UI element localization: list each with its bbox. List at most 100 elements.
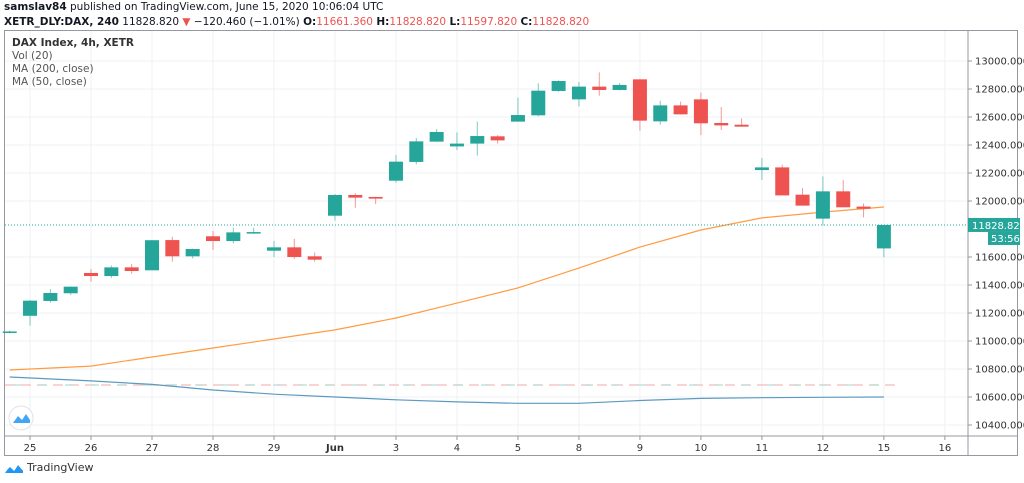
price-tick-label: 11200.000 (975, 309, 1024, 320)
candle-body (592, 86, 607, 90)
candle (531, 83, 546, 117)
author-name[interactable]: samslav84 (4, 1, 67, 13)
candle-body (876, 224, 891, 249)
open-label: O: (303, 16, 317, 28)
candle (795, 187, 810, 206)
candle-body (84, 272, 99, 277)
candle-body (246, 232, 261, 234)
publish-text: published on TradingView.com, June 15, 2… (70, 1, 384, 13)
candle-body (693, 99, 708, 124)
close-value: 11828.820 (532, 16, 590, 28)
price-tick-label: 10800.000 (975, 365, 1024, 376)
tradingview-brand[interactable]: TradingView (4, 461, 93, 474)
legend-volume[interactable]: Vol (20) (12, 50, 53, 62)
time-tick-label: 25 (24, 443, 37, 454)
candle-body (815, 191, 830, 219)
time-tick-label: 4 (454, 443, 460, 454)
candle-body (2, 331, 17, 333)
watermark-logo (13, 414, 30, 423)
time-tick-label: 12 (817, 443, 830, 454)
price-change: −120.460 (−1.01%) (193, 16, 300, 28)
candle-body (612, 84, 627, 90)
price-tick-label: 12000.000 (975, 197, 1024, 208)
candle (653, 100, 668, 125)
tradingview-watermark-icon (8, 405, 34, 431)
ma50-line (9, 206, 884, 371)
candle (876, 224, 891, 258)
price-tick-label: 13000.000 (975, 57, 1024, 68)
time-tick-label: 5 (515, 443, 521, 454)
candle-body (429, 131, 444, 142)
candle-body (409, 141, 424, 162)
last-price: 11828.820 (122, 16, 180, 28)
candle-body (795, 194, 810, 206)
candle (165, 236, 180, 262)
countdown-text: 53:56 (991, 234, 1020, 245)
price-tick-label: 12600.000 (975, 113, 1024, 124)
candle (348, 193, 363, 208)
legend-ma200[interactable]: MA (200, close) (12, 63, 94, 75)
candle (368, 196, 383, 205)
candle-body (266, 247, 281, 251)
axes: 13000.000 12800.000 12600.000 12400.000 1220… (5, 31, 1024, 456)
time-tick-label: Jun (325, 443, 344, 454)
candle (673, 101, 688, 115)
legend-ma50[interactable]: MA (50, close) (12, 76, 87, 88)
candle-body (388, 161, 403, 181)
candle (693, 92, 708, 136)
candle (246, 227, 261, 234)
candle (226, 227, 241, 244)
candle (145, 240, 160, 271)
candle (470, 121, 485, 156)
time-tick-label: 16 (939, 443, 952, 454)
candle (206, 230, 220, 250)
candle-body (63, 286, 78, 294)
candle-body (836, 191, 851, 208)
moving-averages (5, 206, 968, 404)
time-tick-label: 11 (756, 443, 769, 454)
candle (632, 79, 647, 131)
candle (612, 82, 627, 91)
candle-body (734, 124, 749, 127)
candle (185, 248, 200, 259)
candle (287, 238, 302, 259)
legend-title: DAX Index, 4h, XETR (12, 37, 134, 49)
ma200-line (9, 376, 884, 404)
candle (84, 269, 99, 282)
price-tick-label: 11400.000 (975, 281, 1024, 292)
time-tick-label: 29 (268, 443, 281, 454)
candle (429, 129, 444, 142)
price-tick-label: 12400.000 (975, 141, 1024, 152)
watermark-circle (8, 405, 34, 431)
time-tick-label: 26 (85, 443, 98, 454)
candle-body (856, 206, 871, 209)
candle-body (714, 123, 729, 126)
candle (815, 176, 830, 226)
candle (266, 240, 281, 257)
candle-body (287, 247, 302, 257)
candle (449, 132, 464, 151)
time-tick-label: 3 (393, 443, 399, 454)
candle (754, 158, 769, 180)
candle-body (124, 267, 139, 271)
publish-info: samslav84 published on TradingView.com, … (4, 1, 383, 13)
candle (734, 118, 749, 127)
price-tick-label: 12800.000 (975, 85, 1024, 96)
price-tick-label: 10600.000 (975, 393, 1024, 404)
candle (327, 194, 342, 221)
candle-body (531, 90, 546, 116)
candle (490, 135, 505, 144)
candle (23, 299, 38, 326)
candle (2, 330, 17, 334)
time-tick-label: 9 (637, 443, 643, 454)
down-triangle-icon: ▼ (182, 16, 191, 28)
symbol: XETR_DLY:DAX, 240 (4, 16, 119, 28)
price-tick-label: 10400.000 (975, 421, 1024, 432)
price-tick-label: 11600.000 (975, 253, 1024, 264)
candle-body (490, 136, 505, 141)
candle-body (510, 115, 525, 122)
candle (63, 286, 78, 295)
candle-body (206, 236, 220, 242)
candle (571, 82, 586, 107)
